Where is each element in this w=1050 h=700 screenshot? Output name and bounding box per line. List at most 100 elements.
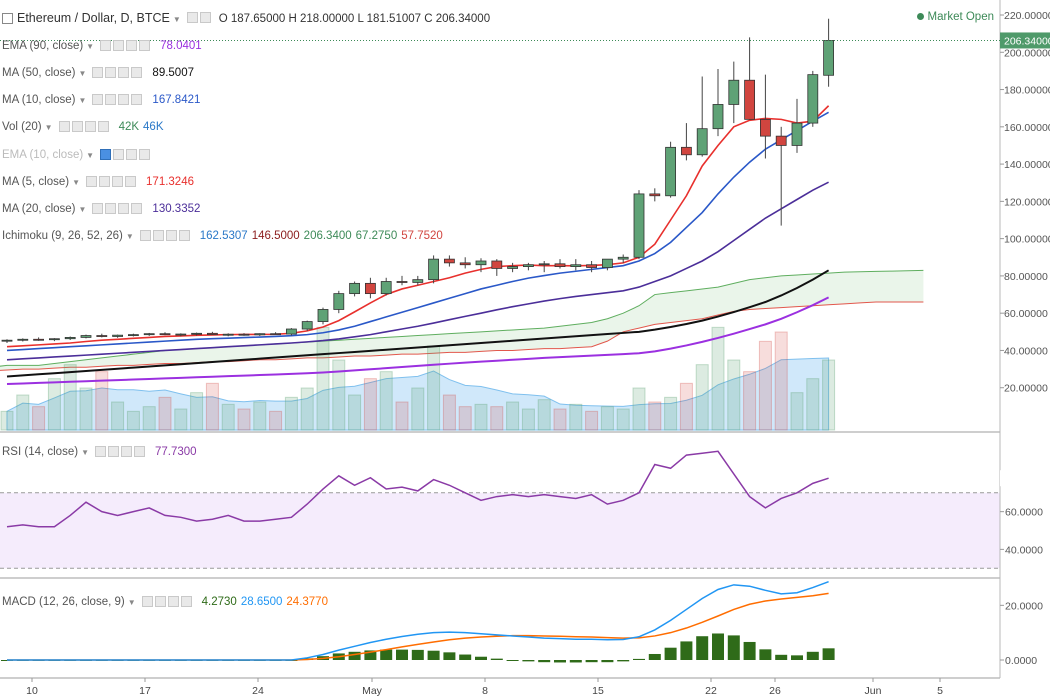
settings-button[interactable] bbox=[186, 11, 198, 23]
gear-icon[interactable] bbox=[105, 67, 117, 79]
volume-bar bbox=[190, 392, 204, 431]
candle-body bbox=[744, 79, 755, 120]
price-tick-label: 100.00000 bbox=[1004, 234, 1050, 246]
time-tick-label: 17 bbox=[139, 685, 151, 697]
plus-icon[interactable] bbox=[126, 40, 138, 52]
eye-icon[interactable] bbox=[94, 446, 106, 458]
chevron-down-icon[interactable]: ▼ bbox=[72, 178, 81, 188]
volume-bar bbox=[679, 382, 693, 431]
gear-icon[interactable] bbox=[113, 149, 125, 161]
legend-volume-ma-value: 46K bbox=[143, 121, 164, 134]
candlesticks bbox=[1, 18, 834, 343]
chevron-down-icon[interactable]: ▼ bbox=[44, 123, 53, 133]
eye-icon[interactable] bbox=[100, 40, 112, 52]
volume-bar bbox=[221, 403, 235, 431]
macd-histogram-bar bbox=[775, 654, 788, 660]
legend-ma50-value: 89.5007 bbox=[152, 67, 194, 80]
legend-ma20[interactable]: MA (20, close) ▼ 130.3352 bbox=[2, 202, 200, 217]
close-icon[interactable] bbox=[139, 40, 151, 52]
macd-histogram-bar bbox=[617, 660, 630, 662]
volume-bar bbox=[63, 364, 77, 431]
eye-icon[interactable] bbox=[92, 94, 104, 106]
legend-macd-buttons bbox=[141, 595, 194, 609]
legend-rsi[interactable]: RSI (14, close) ▼ 77.7300 bbox=[2, 445, 197, 460]
volume-bar bbox=[632, 387, 646, 431]
gear-icon[interactable] bbox=[71, 121, 83, 133]
candle-body bbox=[127, 334, 139, 337]
chevron-down-icon[interactable]: ▼ bbox=[86, 151, 95, 161]
eye-icon[interactable] bbox=[86, 176, 98, 188]
macd-pane bbox=[1, 580, 835, 663]
gear-icon[interactable] bbox=[113, 40, 125, 52]
chevron-down-icon[interactable]: ▼ bbox=[78, 96, 87, 106]
gear-icon[interactable] bbox=[154, 596, 166, 608]
close-icon[interactable] bbox=[133, 446, 145, 458]
legend-ma5[interactable]: MA (5, close) ▼ 171.3246 bbox=[2, 175, 194, 190]
chevron-down-icon[interactable]: ▼ bbox=[81, 448, 89, 458]
chevron-down-icon[interactable]: ▼ bbox=[86, 42, 95, 52]
gear-icon[interactable] bbox=[105, 94, 117, 106]
plus-icon[interactable] bbox=[118, 94, 130, 106]
candle-body bbox=[823, 40, 834, 76]
plus-icon[interactable] bbox=[84, 121, 96, 133]
price-tick-label: 220.00000 bbox=[1004, 10, 1050, 22]
eye-icon[interactable] bbox=[139, 230, 151, 242]
chevron-down-icon[interactable]: ▼ bbox=[172, 15, 181, 24]
volume-bar bbox=[743, 371, 757, 431]
price-tick-label: 160.00000 bbox=[1004, 122, 1050, 134]
plus-icon[interactable] bbox=[165, 230, 177, 242]
market-status-label: Market Open bbox=[927, 11, 994, 23]
symbol-label[interactable]: Ethereum / Dollar, D, BTCE bbox=[17, 11, 170, 25]
legend-volume[interactable]: Vol (20) ▼ 42K 46K bbox=[2, 120, 164, 135]
gear-button[interactable] bbox=[199, 11, 211, 23]
legend-ma50[interactable]: MA (50, close) ▼ 89.5007 bbox=[2, 66, 194, 81]
plus-icon[interactable] bbox=[167, 596, 179, 608]
legend-ma10[interactable]: MA (10, close) ▼ 167.8421 bbox=[2, 93, 200, 108]
ma20-line bbox=[6, 181, 829, 361]
volume-bar bbox=[284, 396, 298, 431]
plus-icon[interactable] bbox=[126, 149, 138, 161]
close-icon[interactable] bbox=[131, 203, 143, 215]
chevron-down-icon[interactable]: ▼ bbox=[78, 205, 87, 215]
plus-icon[interactable] bbox=[120, 446, 132, 458]
close-icon[interactable] bbox=[97, 121, 109, 133]
plus-icon[interactable] bbox=[118, 67, 130, 79]
chevron-down-icon[interactable]: ▼ bbox=[125, 232, 134, 242]
legend-macd[interactable]: MACD (12, 26, close, 9) ▼ 4.2730 28.6500 24.… bbox=[2, 595, 328, 610]
gear-icon[interactable] bbox=[105, 203, 117, 215]
eye-icon[interactable] bbox=[141, 596, 153, 608]
close-icon[interactable] bbox=[125, 176, 137, 188]
macd-histogram-bar bbox=[633, 658, 645, 660]
plus-icon[interactable] bbox=[112, 176, 124, 188]
legend-ichimoku[interactable]: Ichimoku (9, 26, 52, 26) ▼ 162.5307 146.500… bbox=[2, 229, 443, 244]
candle-body bbox=[475, 260, 487, 266]
eye-off-icon[interactable] bbox=[100, 149, 112, 161]
gear-icon[interactable] bbox=[107, 446, 119, 458]
legend-ichimoku-buttons bbox=[139, 229, 192, 243]
candle-body bbox=[333, 293, 345, 310]
legend-ema10[interactable]: EMA (10, close) ▼ bbox=[2, 148, 156, 163]
collapse-icon[interactable] bbox=[2, 13, 13, 25]
candle-body bbox=[206, 332, 218, 336]
candle-body bbox=[143, 333, 155, 336]
volume-bar bbox=[490, 406, 504, 431]
chevron-down-icon[interactable]: ▼ bbox=[127, 598, 136, 608]
chevron-down-icon[interactable]: ▼ bbox=[78, 69, 87, 79]
price-tick-label: 80.00000 bbox=[1004, 271, 1048, 283]
eye-icon[interactable] bbox=[92, 203, 104, 215]
close-icon[interactable] bbox=[131, 67, 143, 79]
close-icon[interactable] bbox=[180, 596, 192, 608]
gear-icon[interactable] bbox=[152, 230, 164, 242]
eye-icon[interactable] bbox=[92, 67, 104, 79]
gear-icon[interactable] bbox=[99, 176, 111, 188]
legend-ema90[interactable]: EMA (90, close) ▼ 78.0401 bbox=[2, 39, 202, 54]
close-icon[interactable] bbox=[131, 94, 143, 106]
volume-bar bbox=[79, 387, 93, 431]
close-icon[interactable] bbox=[139, 149, 151, 161]
eye-icon[interactable] bbox=[58, 121, 70, 133]
macd-histogram-bar bbox=[664, 647, 677, 660]
plus-icon[interactable] bbox=[118, 203, 130, 215]
close-icon[interactable] bbox=[178, 230, 190, 242]
legend-ma10-label: MA (10, close) bbox=[2, 94, 76, 107]
